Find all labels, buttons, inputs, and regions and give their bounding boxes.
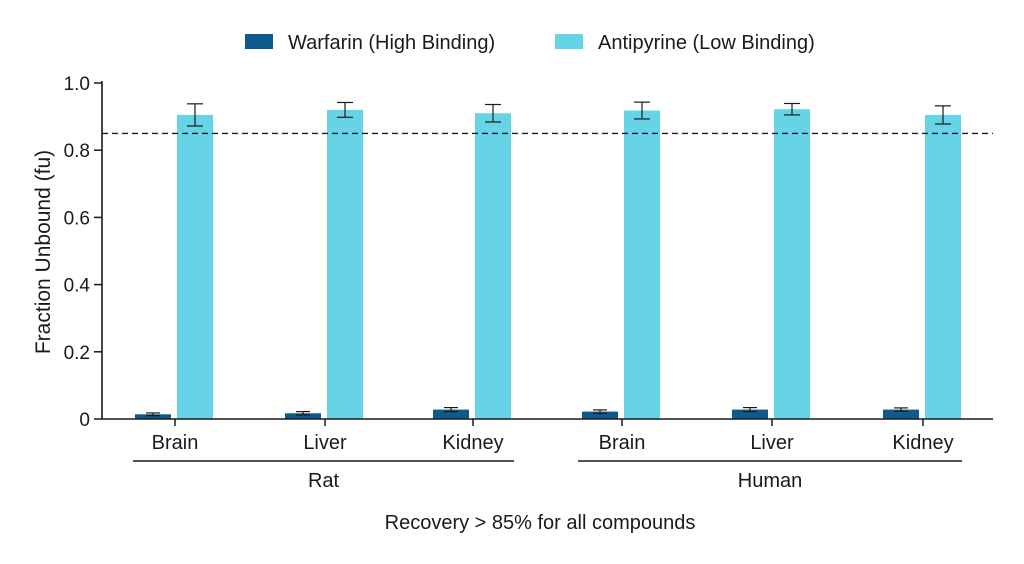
- bar: [883, 409, 919, 419]
- group-label: Rat: [308, 470, 340, 492]
- bar: [433, 409, 469, 419]
- x-category-label: Liver: [750, 432, 794, 454]
- y-tick-label: 0.2: [64, 343, 90, 364]
- group-label: Human: [738, 470, 802, 492]
- x-category-label: Brain: [152, 432, 199, 454]
- legend-swatch: [245, 34, 273, 49]
- legend-label: Antipyrine (Low Binding): [598, 32, 815, 54]
- legend: Warfarin (High Binding) Antipyrine (Low B…: [245, 32, 815, 54]
- bar: [327, 109, 363, 419]
- footnote: Recovery > 85% for all compounds: [385, 512, 696, 534]
- bar: [177, 114, 213, 420]
- error-bars-layer: [146, 101, 951, 417]
- legend-swatch: [555, 34, 583, 49]
- y-axis-title: Fraction Unbound (fu): [32, 150, 55, 354]
- labels-layer: 0 0.2 0.4 0.6 0.8 1.0 Brain Liver Kidney Brain Liv…: [64, 74, 954, 492]
- bar: [732, 409, 768, 419]
- y-tick-label: 0.4: [64, 276, 91, 297]
- x-category-label: Kidney: [892, 432, 953, 454]
- bar: [285, 413, 321, 419]
- y-tick-label: 0.6: [64, 208, 90, 229]
- bars-layer: [135, 109, 961, 420]
- bar: [774, 109, 810, 419]
- x-category-label: Brain: [599, 432, 646, 454]
- bar: [624, 110, 660, 419]
- legend-label: Warfarin (High Binding): [288, 32, 495, 54]
- x-category-label: Liver: [303, 432, 347, 454]
- bar: [135, 414, 171, 419]
- y-tick-label: 1.0: [64, 74, 90, 95]
- axes-layer: [94, 81, 993, 462]
- x-category-label: Kidney: [442, 432, 503, 454]
- y-tick-label: 0.8: [64, 141, 90, 162]
- bar: [475, 113, 511, 420]
- bar: [582, 411, 618, 419]
- bar: [925, 114, 961, 420]
- y-tick-label: 0: [79, 410, 90, 431]
